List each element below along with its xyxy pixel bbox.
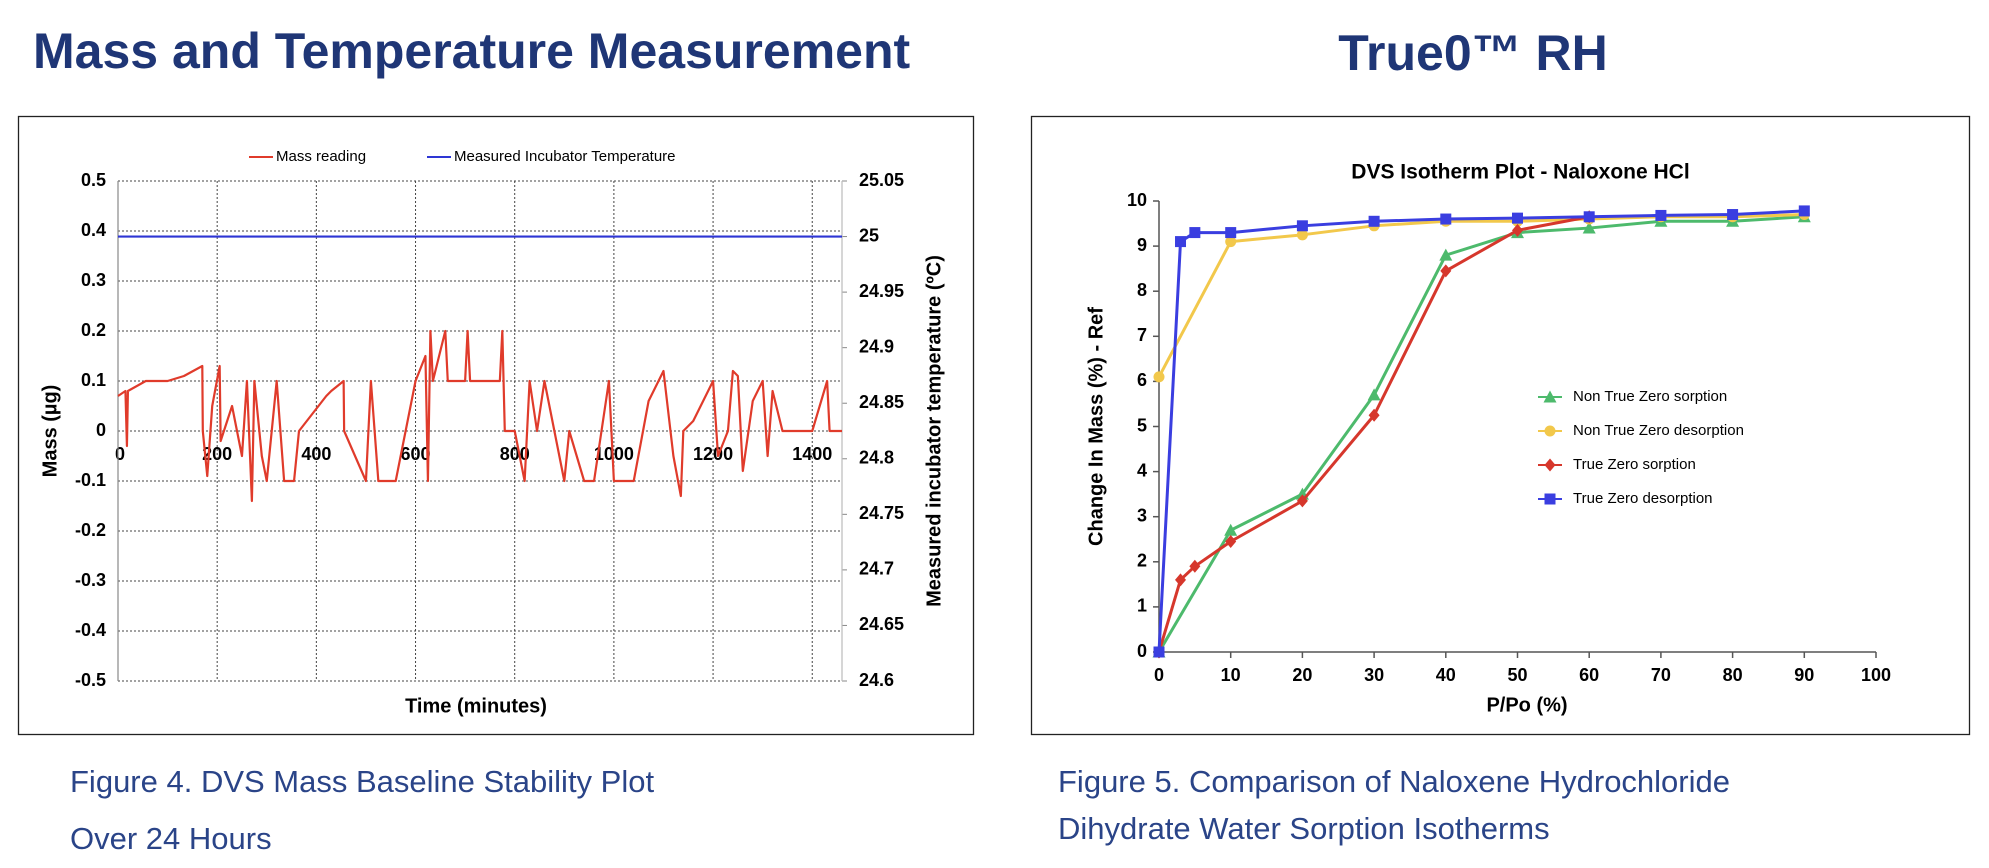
y2-tick-label: 25 [859, 225, 879, 245]
y-tick-label: -0.1 [75, 470, 106, 490]
legend-label: Non True Zero desorption [1573, 422, 1744, 439]
y-tick-label: -0.2 [75, 520, 106, 540]
heading: Mass and Temperature Measurement [33, 23, 910, 79]
y2-tick-label: 24.8 [859, 448, 894, 468]
y-tick-label: 6 [1137, 370, 1147, 390]
legend-label: Mass reading [276, 148, 366, 165]
y-tick-label: 5 [1137, 415, 1147, 435]
x-tick-label: 0 [115, 444, 125, 464]
marker [1655, 209, 1667, 221]
series-line [1157, 215, 1805, 653]
y-tick-label: 0.3 [81, 270, 106, 290]
legend-label: Measured Incubator Temperature [454, 148, 676, 165]
marker [1153, 371, 1165, 383]
x-axis-title: P/Po (%) [1486, 694, 1567, 716]
marker [1368, 215, 1380, 227]
heading: True0™ RH [1338, 25, 1608, 81]
marker [1175, 573, 1187, 587]
marker [1367, 388, 1381, 401]
y-tick-label: 10 [1127, 190, 1147, 210]
marker [1296, 220, 1308, 232]
marker [1296, 494, 1308, 508]
y2-tick-label: 24.65 [859, 614, 904, 634]
marker [1189, 559, 1201, 573]
legend-label: Non True Zero sorption [1573, 388, 1727, 405]
chart-frame [1030, 115, 1971, 736]
y2-tick-label: 24.9 [859, 336, 894, 356]
y-axis-title: Mass (µg) [39, 385, 61, 478]
legend-marker [1544, 425, 1556, 437]
x-tick-label: 10 [1221, 665, 1241, 685]
chart-title: DVS Isotherm Plot - Naloxone HCl [1351, 161, 1689, 184]
y-tick-label: 0.4 [81, 220, 106, 240]
marker [1225, 535, 1237, 549]
y-tick-label: 1 [1137, 596, 1147, 616]
y2-tick-label: 24.6 [859, 670, 894, 690]
x-axis-title: Time (minutes) [405, 695, 547, 717]
marker [1189, 227, 1201, 239]
caption: Dihydrate Water Sorption Isotherms [1058, 811, 1550, 846]
marker [1153, 646, 1165, 658]
x-tick-label: 100 [1861, 665, 1891, 685]
legend-label: True Zero desorption [1573, 490, 1713, 507]
y-tick-label: 0.1 [81, 370, 106, 390]
marker [1512, 223, 1523, 237]
y-tick-label: 2 [1137, 551, 1147, 571]
marker [1225, 236, 1237, 248]
y-tick-label: 8 [1137, 280, 1147, 300]
caption: Figure 4. DVS Mass Baseline Stability Pl… [70, 764, 654, 799]
y-tick-label: 0 [1137, 641, 1147, 661]
chart-frame [17, 115, 975, 736]
series-line [117, 329, 842, 503]
marker [1296, 229, 1308, 241]
y2-axis-title: Measured incubator temperature (ºC) [923, 255, 945, 607]
marker [1440, 213, 1452, 225]
y-tick-label: 7 [1137, 325, 1147, 345]
y-tick-label: 9 [1137, 235, 1147, 255]
y2-tick-label: 24.85 [859, 392, 904, 412]
marker [1224, 523, 1238, 536]
legend-label: True Zero sorption [1573, 456, 1696, 473]
y-tick-label: -0.3 [75, 570, 106, 590]
y-tick-label: 0.5 [81, 170, 106, 190]
marker [1439, 248, 1453, 261]
x-tick-label: 60 [1579, 665, 1599, 685]
x-tick-label: 80 [1723, 665, 1743, 685]
y2-tick-label: 24.7 [859, 559, 894, 579]
marker [1175, 236, 1187, 248]
marker [1582, 221, 1596, 234]
series-line [1157, 213, 1805, 378]
marker [1798, 205, 1810, 217]
x-tick-label: 30 [1364, 665, 1384, 685]
caption: Figure 5. Comparison of Naloxene Hydroch… [1058, 764, 1730, 799]
marker [1583, 211, 1595, 223]
legend-marker [1544, 458, 1556, 472]
x-tick-label: 40 [1436, 665, 1456, 685]
y2-tick-label: 24.75 [859, 503, 904, 523]
y-tick-label: 0 [96, 420, 106, 440]
marker [1440, 264, 1452, 278]
x-tick-label: 20 [1292, 665, 1312, 685]
legend-marker [1543, 390, 1557, 403]
legend-marker [1544, 493, 1556, 505]
y-tick-label: 4 [1137, 460, 1147, 480]
marker [1225, 227, 1237, 239]
x-tick-label: 0 [1154, 665, 1164, 685]
y-tick-label: -0.5 [75, 670, 106, 690]
x-tick-label: 90 [1794, 665, 1814, 685]
y-axis-title: Change In Mass (%) - Ref [1085, 307, 1107, 546]
x-tick-label: 50 [1507, 665, 1527, 685]
marker [1727, 209, 1739, 221]
y2-tick-label: 24.95 [859, 281, 904, 301]
y-tick-label: 3 [1137, 505, 1147, 525]
marker [1512, 212, 1523, 224]
y-tick-label: -0.4 [75, 620, 106, 640]
caption: Over 24 Hours [70, 821, 272, 856]
y-tick-label: 0.2 [81, 320, 106, 340]
y2-tick-label: 25.05 [859, 170, 904, 190]
marker [1368, 408, 1380, 422]
x-tick-label: 70 [1651, 665, 1671, 685]
